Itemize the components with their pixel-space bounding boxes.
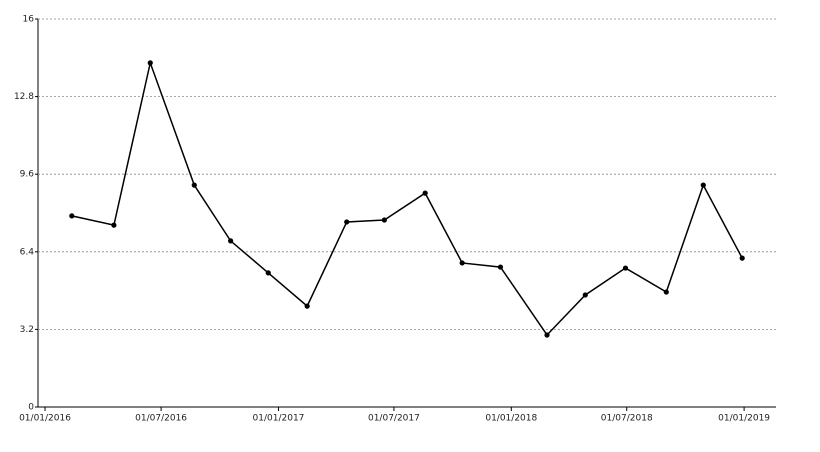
y-tick-label: 16 xyxy=(23,15,35,25)
y-tick-label: 3.2 xyxy=(20,325,34,335)
x-tick-label: 01/01/2019 xyxy=(718,414,770,424)
point xyxy=(265,270,271,276)
point xyxy=(700,182,706,188)
point xyxy=(381,217,387,223)
x-tick-label: 01/07/2016 xyxy=(135,414,187,424)
point xyxy=(544,332,550,338)
point xyxy=(111,222,117,228)
point xyxy=(497,264,504,270)
y-tick-label: 9.6 xyxy=(20,170,35,180)
x-tick-label: 01/07/2017 xyxy=(368,414,420,424)
point xyxy=(69,213,75,219)
x-tick-label: 01/07/2018 xyxy=(601,414,653,424)
point xyxy=(739,255,745,261)
point xyxy=(459,260,465,266)
point xyxy=(147,60,153,66)
x-tick-label: 01/01/2018 xyxy=(485,414,537,424)
point xyxy=(344,219,350,225)
x-tick-label: 01/01/2017 xyxy=(253,414,305,424)
y-tick-label: 0 xyxy=(28,403,34,413)
line xyxy=(71,60,743,337)
point xyxy=(663,289,669,295)
point xyxy=(622,265,629,271)
point xyxy=(582,292,588,298)
point xyxy=(191,182,197,188)
y-tick-label: 12.8 xyxy=(14,92,34,102)
x-tick-label: 01/01/2016 xyxy=(19,414,71,424)
y-tick-label: 6.4 xyxy=(20,247,35,257)
point xyxy=(304,303,310,309)
point xyxy=(422,190,428,196)
point xyxy=(228,238,234,244)
